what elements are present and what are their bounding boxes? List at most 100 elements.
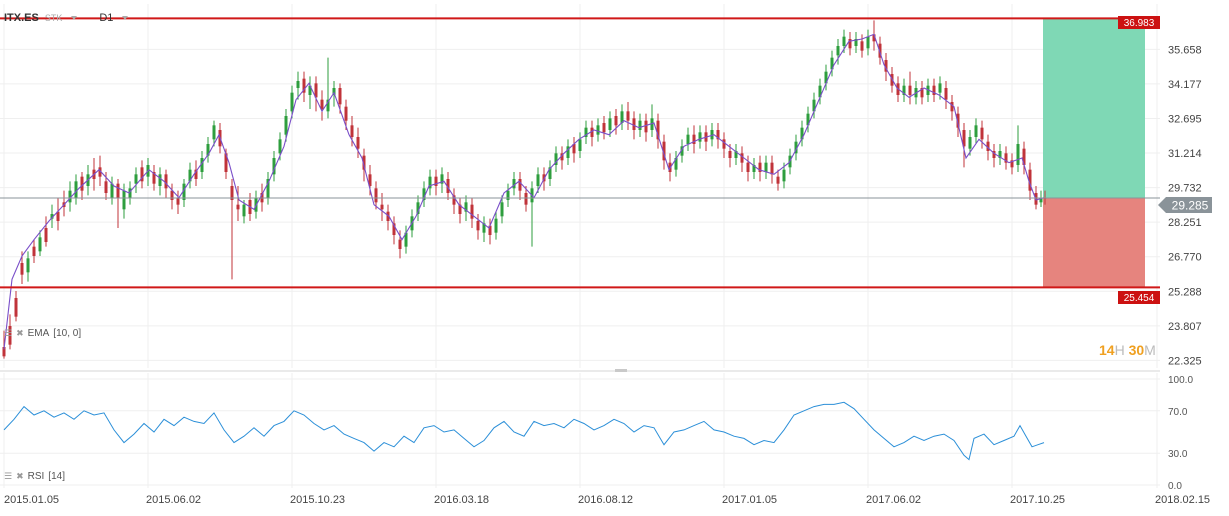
bear-candle — [44, 216, 48, 247]
bear-candle — [992, 144, 996, 168]
candle-body — [950, 102, 954, 112]
timeframe-dropdown-icon[interactable] — [122, 16, 129, 20]
candle-body — [1022, 148, 1026, 165]
candle-body — [20, 263, 24, 275]
bull-candle — [188, 162, 192, 189]
bear-candle — [980, 120, 984, 149]
bear-candle — [878, 36, 882, 65]
candle-body — [434, 176, 438, 186]
bull-candle — [512, 172, 516, 196]
candle-body — [794, 141, 798, 154]
candle-body — [830, 57, 834, 70]
candle-body — [854, 39, 858, 46]
bear-candle — [932, 78, 936, 102]
bull-candle — [284, 109, 288, 142]
rsi-settings-icon[interactable]: ☰ — [4, 471, 13, 481]
take-profit-tag: 36.983 — [1118, 16, 1160, 29]
bear-candle — [314, 76, 318, 112]
candle-body — [680, 146, 684, 156]
candle-body — [662, 141, 666, 161]
candle-body — [800, 127, 804, 140]
indicator-remove-icon[interactable]: ✖ — [16, 328, 24, 338]
bull-candle — [620, 104, 624, 130]
bear-candle — [602, 116, 606, 140]
candle-body — [80, 176, 84, 191]
bull-candle — [734, 144, 738, 165]
candle-body — [782, 169, 786, 182]
candle-body — [128, 188, 132, 198]
pane-divider-handle[interactable] — [615, 369, 627, 372]
candle-body — [590, 127, 594, 137]
candle-body — [362, 155, 366, 170]
candle-body — [806, 113, 810, 126]
symbol-dropdown-icon[interactable] — [71, 16, 78, 20]
candle-body — [986, 141, 990, 151]
bear-candle — [1022, 141, 1026, 175]
ema-indicator-label[interactable]: ☰ ✖ EMA [10, 0] — [4, 328, 81, 339]
candle-body — [392, 223, 396, 235]
bear-candle — [32, 239, 36, 263]
bear-candle — [758, 155, 762, 182]
rsi-tick-label: 30.0 — [1168, 449, 1188, 460]
candle-body — [644, 120, 648, 133]
bull-candle — [866, 29, 870, 56]
candle-body — [332, 88, 336, 95]
candle-body — [398, 239, 402, 249]
time-tick-label: 2015.10.23 — [290, 494, 345, 506]
candle-body — [578, 139, 582, 151]
bar-countdown: 14H 30M — [1099, 342, 1156, 358]
candle-body — [548, 167, 552, 179]
bull-candle — [272, 151, 276, 182]
bear-candle — [716, 123, 720, 149]
ema-name: EMA — [27, 328, 50, 339]
rsi-tick-label: 70.0 — [1168, 407, 1188, 418]
timeframe-label[interactable]: D1 — [99, 12, 114, 24]
candle-body — [476, 221, 480, 231]
bull-candle — [554, 146, 558, 172]
target-zone[interactable] — [1043, 18, 1145, 199]
candle-body — [56, 211, 60, 221]
bear-candle — [116, 179, 120, 228]
bull-candle — [830, 50, 834, 77]
stop-loss-tag-label: 25.454 — [1124, 293, 1155, 304]
bear-candle — [746, 155, 750, 182]
candle-body — [494, 218, 498, 233]
countdown-minutes: 30 — [1128, 342, 1145, 358]
bear-candle — [884, 53, 888, 81]
bull-candle — [68, 181, 72, 212]
candle-body — [524, 193, 528, 205]
instrument-type: STK — [44, 13, 63, 23]
candle-body — [836, 46, 840, 56]
bull-candle — [404, 225, 408, 254]
bull-candle — [506, 183, 510, 207]
candle-body — [182, 183, 186, 200]
symbol-label[interactable]: ITX.ES — [4, 12, 39, 24]
candle-body — [878, 43, 882, 58]
bull-candle — [134, 167, 138, 193]
price-tick-label: 35.658 — [1168, 44, 1202, 56]
candle-body — [506, 190, 510, 200]
candle-body — [938, 83, 942, 93]
bull-candle — [566, 139, 570, 165]
bear-candle — [236, 186, 240, 221]
bear-candle — [572, 137, 576, 163]
candle-body — [338, 88, 342, 105]
rsi-remove-icon[interactable]: ✖ — [16, 471, 24, 481]
bull-candle — [308, 76, 312, 109]
indicator-settings-icon[interactable]: ☰ — [4, 328, 13, 338]
candle-body — [74, 181, 78, 198]
current-price-tag: 29.285 — [1158, 197, 1212, 213]
bull-candle — [638, 113, 642, 137]
bear-candle — [704, 125, 708, 151]
bear-candle — [740, 146, 744, 172]
candle-body — [500, 202, 504, 217]
stop-zone[interactable] — [1043, 198, 1145, 288]
rsi-indicator-label[interactable]: ☰ ✖ RSI [14] — [4, 471, 65, 482]
bear-candle — [476, 214, 480, 240]
candle-body — [164, 174, 168, 189]
candle-body — [8, 326, 12, 345]
candle-body — [224, 153, 228, 172]
bull-candle — [242, 200, 246, 224]
bull-candle — [428, 169, 432, 196]
